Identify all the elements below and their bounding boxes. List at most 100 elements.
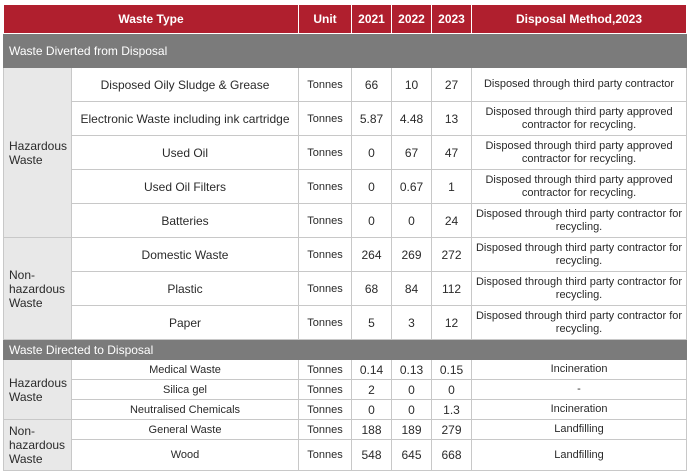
value-2023-cell: 13 xyxy=(431,101,473,136)
method-cell: Disposed through third party contractor … xyxy=(471,237,688,272)
category-non-hazardous: Non-hazardous Waste xyxy=(3,419,72,471)
waste-type-cell: Paper xyxy=(70,305,300,340)
waste-type-cell: Disposed Oily Sludge & Grease xyxy=(70,67,300,102)
waste-type-cell: Domestic Waste xyxy=(70,237,300,272)
value-2023-cell: 1 xyxy=(431,169,473,204)
table-row: Used Oil Tonnes 0 67 47 Disposed through… xyxy=(4,135,688,170)
table-row: Non-hazardous Waste General Waste Tonnes… xyxy=(3,419,688,471)
value-2023-cell: 0.15 xyxy=(431,359,473,380)
value-2021-cell: 0 xyxy=(351,135,393,170)
waste-type-cell: Medical Waste xyxy=(70,359,300,380)
value-2023-cell: 12 xyxy=(431,305,473,340)
value-2022-cell: 67 xyxy=(391,135,433,170)
waste-type-cell: Silica gel xyxy=(70,379,300,400)
table-row: Hazardous Waste Disposed Oily Sludge & G… xyxy=(3,67,688,238)
section-diverted: Waste Diverted from Disposal xyxy=(2,33,688,68)
value-2023-cell: 272 xyxy=(431,237,473,272)
unit-cell: Tonnes xyxy=(298,379,353,400)
method-cell: Disposed through third party approved co… xyxy=(471,101,688,136)
method-cell: Disposed through third party contractor … xyxy=(471,271,688,306)
unit-cell: Tonnes xyxy=(298,359,353,380)
value-2021-cell: 68 xyxy=(351,271,393,306)
method-cell: Disposed through third party contractor xyxy=(471,67,688,102)
waste-type-cell: Wood xyxy=(70,439,300,471)
header-row: Waste Type Unit 2021 2022 2023 Disposal … xyxy=(2,4,688,34)
waste-type-cell: Electronic Waste including ink cartridge xyxy=(70,101,300,136)
header-disposal-method: Disposal Method,2023 xyxy=(471,4,688,34)
waste-type-cell: Used Oil Filters xyxy=(70,169,300,204)
value-2022-cell: 3 xyxy=(391,305,433,340)
value-2023-cell: 1.3 xyxy=(431,399,473,420)
table-row: Neutralised Chemicals Tonnes 0 0 1.3 Inc… xyxy=(4,399,688,420)
value-2023-cell: 279 xyxy=(431,419,473,440)
method-cell: Incineration xyxy=(471,359,688,380)
value-2021-cell: 0.14 xyxy=(351,359,393,380)
value-2022-cell: 269 xyxy=(391,237,433,272)
table-row: Used Oil Filters Tonnes 0 0.67 1 Dispose… xyxy=(4,169,688,204)
unit-cell: Tonnes xyxy=(298,135,353,170)
value-2021-cell: 0 xyxy=(351,203,393,238)
unit-cell: Tonnes xyxy=(298,203,353,238)
method-cell: Disposed through third party approved co… xyxy=(471,169,688,204)
table-row: Batteries Tonnes 0 0 24 Disposed through… xyxy=(4,203,688,238)
value-2022-cell: 645 xyxy=(391,439,433,471)
value-2023-cell: 0 xyxy=(431,379,473,400)
category-non-hazardous: Non-hazardous Waste xyxy=(3,237,72,340)
unit-cell: Tonnes xyxy=(298,237,353,272)
method-cell: Disposed through third party approved co… xyxy=(471,135,688,170)
method-cell: Landfilling xyxy=(471,439,688,471)
value-2023-cell: 27 xyxy=(431,67,473,102)
value-2022-cell: 10 xyxy=(391,67,433,102)
unit-cell: Tonnes xyxy=(298,419,353,440)
unit-cell: Tonnes xyxy=(298,67,353,102)
unit-cell: Tonnes xyxy=(298,305,353,340)
section-row: Waste Directed to Disposal xyxy=(2,339,688,360)
waste-type-cell: General Waste xyxy=(70,419,300,440)
header-unit: Unit xyxy=(298,4,353,34)
category-hazardous: Hazardous Waste xyxy=(3,359,72,420)
value-2022-cell: 0 xyxy=(391,399,433,420)
table-row: Electronic Waste including ink cartridge… xyxy=(4,101,688,136)
unit-cell: Tonnes xyxy=(298,439,353,471)
value-2021-cell: 264 xyxy=(351,237,393,272)
header-2022: 2022 xyxy=(391,4,433,34)
table-row: Wood Tonnes 548 645 668 Landfilling xyxy=(4,439,688,471)
value-2021-cell: 188 xyxy=(351,419,393,440)
unit-cell: Tonnes xyxy=(298,101,353,136)
value-2022-cell: 0.13 xyxy=(391,359,433,380)
table-row: Plastic Tonnes 68 84 112 Disposed throug… xyxy=(4,271,688,306)
waste-type-cell: Used Oil xyxy=(70,135,300,170)
header-2023: 2023 xyxy=(431,4,473,34)
table-row: Hazardous Waste Medical Waste Tonnes 0.1… xyxy=(3,359,688,420)
value-2021-cell: 0 xyxy=(351,169,393,204)
header-waste-type: Waste Type xyxy=(2,4,300,34)
method-cell: Disposed through third party contractor … xyxy=(471,203,688,238)
unit-cell: Tonnes xyxy=(298,399,353,420)
unit-cell: Tonnes xyxy=(298,169,353,204)
value-2022-cell: 84 xyxy=(391,271,433,306)
value-2022-cell: 0.67 xyxy=(391,169,433,204)
waste-type-cell: Plastic xyxy=(70,271,300,306)
table-row: Non-hazardous Waste Domestic Waste Tonne… xyxy=(3,237,688,340)
table-row: Silica gel Tonnes 2 0 0 - xyxy=(4,379,688,400)
unit-cell: Tonnes xyxy=(298,271,353,306)
value-2021-cell: 2 xyxy=(351,379,393,400)
waste-type-cell: Batteries xyxy=(70,203,300,238)
method-cell: Landfilling xyxy=(471,419,688,440)
value-2023-cell: 47 xyxy=(431,135,473,170)
section-directed: Waste Directed to Disposal xyxy=(2,339,688,360)
method-cell: Disposed through third party contractor … xyxy=(471,305,688,340)
value-2022-cell: 189 xyxy=(391,419,433,440)
category-hazardous: Hazardous Waste xyxy=(3,67,72,238)
table-row: Paper Tonnes 5 3 12 Disposed through thi… xyxy=(4,305,688,340)
value-2023-cell: 24 xyxy=(431,203,473,238)
method-cell: - xyxy=(471,379,688,400)
method-cell: Incineration xyxy=(471,399,688,420)
value-2023-cell: 668 xyxy=(431,439,473,471)
header-2021: 2021 xyxy=(351,4,393,34)
waste-type-cell: Neutralised Chemicals xyxy=(70,399,300,420)
value-2022-cell: 0 xyxy=(391,203,433,238)
value-2021-cell: 5.87 xyxy=(351,101,393,136)
value-2021-cell: 0 xyxy=(351,399,393,420)
waste-table: Waste Type Unit 2021 2022 2023 Disposal … xyxy=(2,4,688,471)
